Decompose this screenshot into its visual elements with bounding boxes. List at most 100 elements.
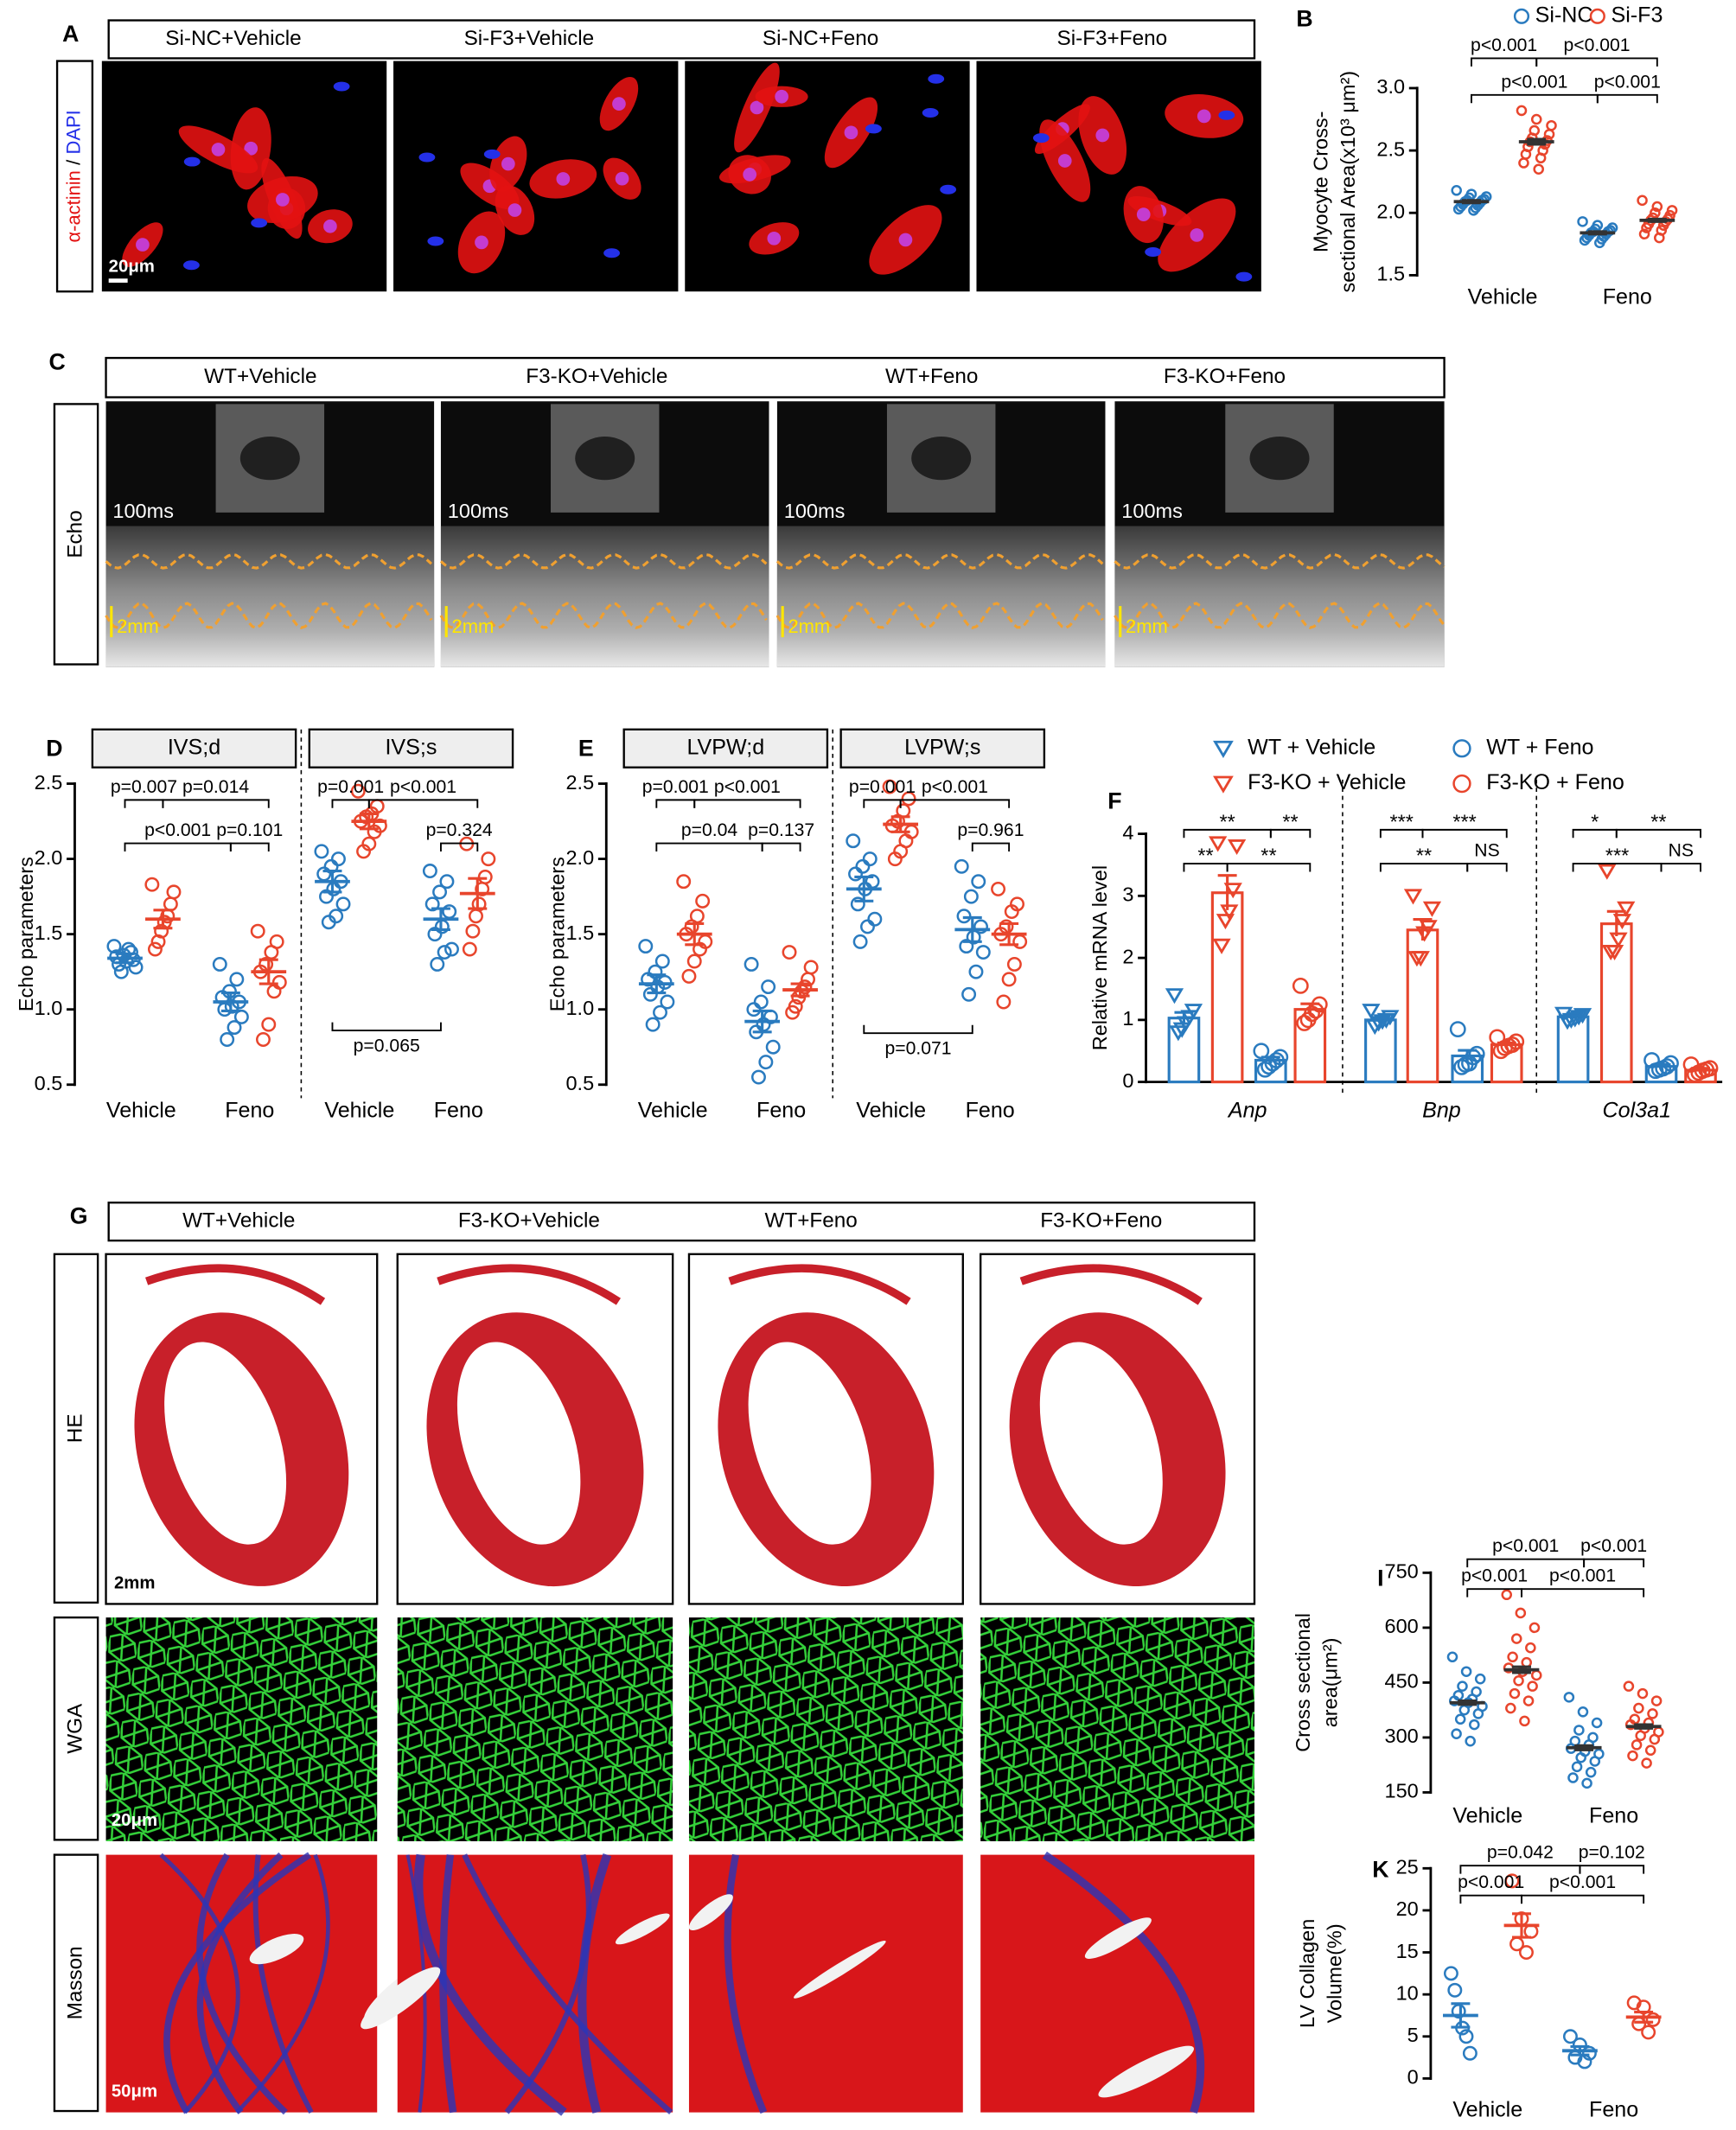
y-axis-label: Myocyte Cross- (1310, 112, 1332, 252)
row-label-part: α-actinin (62, 170, 84, 242)
data-point (1415, 926, 1434, 942)
data-point (1451, 184, 1462, 196)
data-point (477, 870, 493, 884)
data-point (744, 956, 759, 972)
significance-label: ** (1650, 810, 1666, 832)
y-tick-label: 10 (1396, 1981, 1419, 2004)
significance-label: p=0.102 (1579, 1843, 1645, 1863)
legend-label: F3-KO + Feno (1486, 770, 1624, 794)
data-point (1527, 1680, 1538, 1692)
data-point (422, 864, 437, 878)
data-point (1575, 1751, 1586, 1763)
data-point (1504, 1873, 1520, 1889)
data-point (314, 844, 329, 859)
significance-bracket (1583, 1558, 1645, 1568)
nucleus (750, 100, 764, 115)
data-point (1465, 1735, 1476, 1747)
significance-bracket (1471, 93, 1599, 104)
significance-label: p<0.001 (1471, 35, 1537, 55)
collagen (578, 1853, 612, 2114)
wga-image (980, 1617, 1255, 1841)
y-tick-label: 1.5 (1376, 263, 1405, 285)
significance-bracket (655, 799, 696, 808)
data-point (1623, 1680, 1635, 1692)
data-point (1519, 1945, 1534, 1961)
column-label: F3-KO+Vehicle (458, 1209, 600, 1233)
data-point (150, 934, 166, 949)
data-point (350, 783, 366, 799)
significance-label: p<0.001 (1458, 1872, 1524, 1892)
y-tick-label: 0 (1407, 2066, 1419, 2089)
panel-label: A (62, 21, 79, 47)
data-point (1633, 1702, 1644, 1714)
significance-bracket (655, 842, 763, 851)
significance-bracket (899, 799, 1011, 808)
data-point (855, 858, 871, 874)
data-point (1365, 1019, 1384, 1036)
data-point (1452, 739, 1471, 758)
nucleus (1235, 271, 1253, 282)
column-label: Si-F3+Vehicle (464, 27, 595, 50)
significance-bracket (761, 842, 801, 851)
error-bar (1651, 1062, 1671, 1068)
data-point (1535, 152, 1547, 164)
y-tick-label: 1.5 (565, 922, 594, 944)
error-bar (1300, 1002, 1320, 1016)
panel-label: K (1372, 1856, 1388, 1882)
data-point (862, 851, 878, 867)
y-tick-label: 2.0 (565, 846, 594, 869)
x-tick-label: Vehicle (106, 1099, 176, 1123)
x-tick-label: Anp (1227, 1099, 1267, 1123)
row-label-part: / (62, 159, 84, 165)
column-label: F3-KO+Feno (1164, 365, 1286, 388)
wall-trace (105, 552, 433, 570)
data-point (220, 1032, 235, 1047)
significance-bracket (1535, 57, 1658, 67)
data-point (1519, 1715, 1530, 1727)
nucleus (865, 124, 882, 134)
error-bar (258, 958, 278, 985)
nucleus (427, 236, 444, 246)
data-point (1650, 1695, 1663, 1706)
bar (1210, 891, 1244, 1084)
echo-mmode (440, 526, 769, 667)
data-point (660, 994, 675, 1010)
y-tick-label: 15 (1396, 1940, 1419, 1962)
wall-trace (775, 602, 1104, 629)
significance-label: p=0.001 (849, 777, 916, 797)
data-point (321, 915, 336, 930)
data-point (465, 923, 481, 939)
y-axis-label: Echo parameters (15, 857, 37, 1011)
row-label: Masson (63, 1946, 86, 2019)
data-point (1261, 1058, 1278, 1075)
error-bar (1413, 918, 1433, 941)
significance-bracket (229, 842, 270, 851)
y-tick-label: 2 (1122, 945, 1133, 967)
data-point (1407, 951, 1426, 967)
data-point (860, 919, 875, 934)
significance-label: NS (1474, 841, 1499, 861)
data-point (1609, 932, 1628, 948)
nucleus (211, 143, 226, 156)
data-point (1581, 1777, 1592, 1789)
significance-bracket (1466, 863, 1508, 872)
data-point (1530, 1669, 1542, 1681)
column-label: Si-F3+Feno (1057, 27, 1168, 50)
data-point (1573, 1725, 1585, 1736)
significance-bracket (1421, 828, 1508, 839)
significance-label: ** (1219, 810, 1235, 832)
data-point (785, 1004, 801, 1020)
data-point (1513, 1675, 1524, 1687)
significance-label: *** (1452, 810, 1476, 832)
x-tick-label: Vehicle (638, 1099, 708, 1123)
data-point (692, 941, 707, 957)
data-point (1631, 1739, 1643, 1751)
data-point (1594, 237, 1605, 249)
significance-bracket (367, 799, 479, 808)
significance-bracket (440, 842, 479, 851)
nucleus (333, 81, 350, 92)
significance-bracket (1466, 1588, 1522, 1598)
data-point (1458, 1704, 1471, 1716)
error-bar (962, 915, 982, 943)
data-point (645, 1017, 661, 1032)
